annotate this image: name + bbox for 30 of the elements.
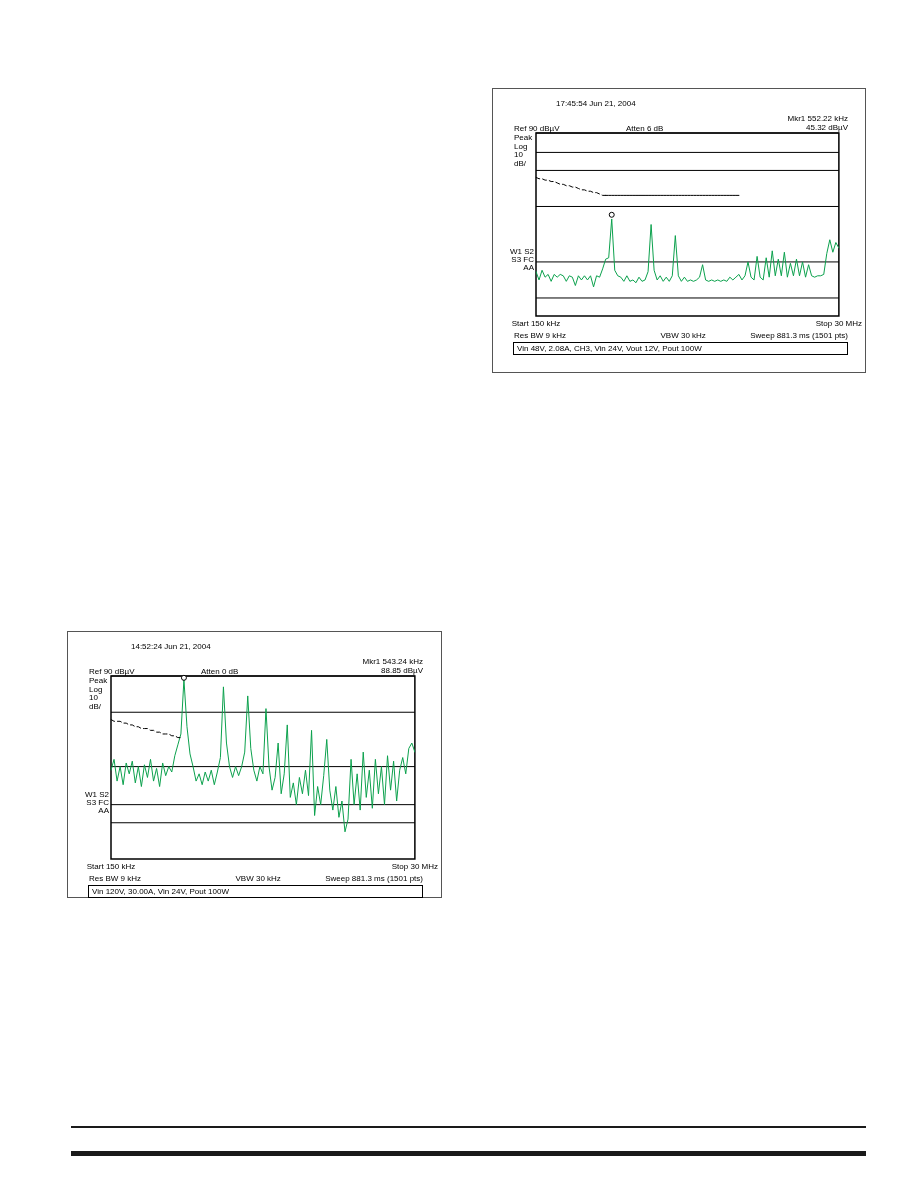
chart-title: 14:52:24 Jun 21, 2004 [131, 642, 211, 651]
text: S3 FC [86, 798, 109, 807]
text: W1 S2 [84, 790, 109, 799]
y-axis-title: Peak Log 10 dB/ [89, 676, 108, 711]
x-tick-label: Start 150 kHz [86, 862, 136, 871]
x-tick-label: Start 150 kHz [511, 319, 561, 328]
text: Ref 90 dBµV [89, 667, 135, 676]
text: S3 FC [511, 255, 534, 264]
text: Atten 6 dB [626, 124, 664, 133]
chart-title: 17:45:54 Jun 21, 2004 [556, 99, 636, 108]
text: Res BW 9 kHz [514, 331, 567, 340]
text: VBW 30 kHz [235, 874, 281, 883]
x-tick-label: Stop 30 MHz [815, 319, 862, 328]
text: Mkr1 552.22 kHz [787, 114, 848, 123]
text: VBW 30 kHz [660, 331, 706, 340]
text: Vin 48V, 2.08A, CH3, Vin 24V, Vout 12V, Pout 100W [513, 342, 848, 355]
text: Sweep 881.3 ms (1501 pts) [750, 331, 848, 340]
text: 88.85 dBµV [381, 666, 423, 675]
text: Sweep 881.3 ms (1501 pts) [325, 874, 423, 883]
text: Atten 0 dB [201, 667, 239, 676]
y-axis-title: Peak Log 10 dB/ [514, 133, 533, 168]
text: Vin 120V, 30.00A, Vin 24V, Pout 100W [88, 885, 423, 898]
x-tick-label: Stop 30 MHz [391, 862, 438, 871]
text: W1 S2 [509, 247, 534, 256]
text: AA [98, 806, 109, 815]
text: Mkr1 543.24 kHz [362, 657, 423, 666]
text: Res BW 9 kHz [89, 874, 142, 883]
text: Ref 90 dBµV [514, 124, 560, 133]
text: 45.32 dBµV [806, 123, 848, 132]
text: AA [523, 263, 534, 272]
